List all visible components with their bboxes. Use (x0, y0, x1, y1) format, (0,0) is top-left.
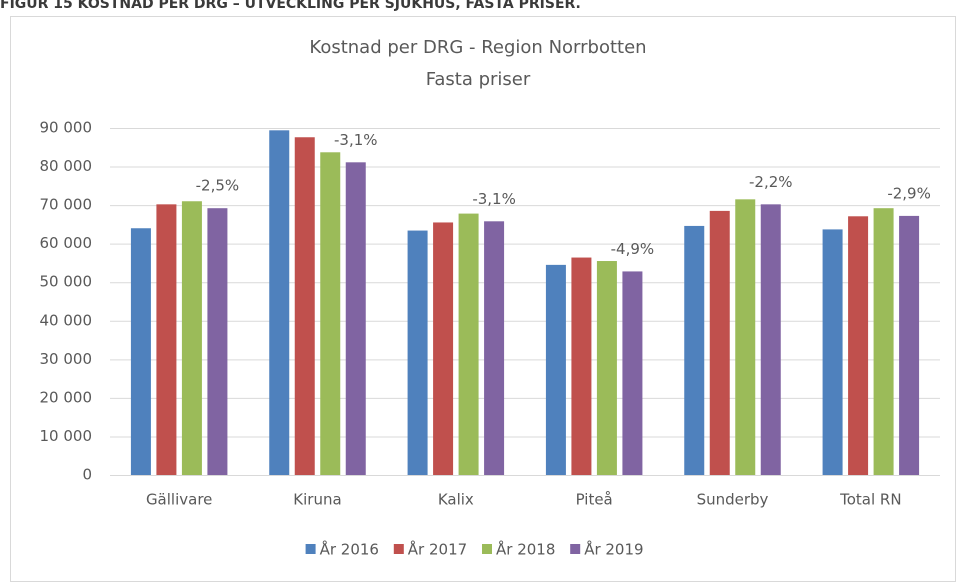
y-tick-label: 30 000 (40, 350, 93, 368)
y-tick-label: 40 000 (40, 311, 93, 329)
bar (709, 210, 730, 475)
bar (545, 264, 566, 475)
bar (294, 137, 315, 475)
y-tick-label: 10 000 (40, 427, 93, 445)
annotation: -2,5% (196, 177, 240, 195)
chart-title: Kostnad per DRG - Region Norrbotten (309, 37, 646, 58)
bar (735, 199, 756, 476)
bar (458, 213, 479, 476)
y-tick-label: 0 (82, 466, 92, 484)
legend-label: År 2017 (408, 540, 467, 559)
x-tick-label: Total RN (839, 491, 901, 509)
bar (848, 216, 869, 475)
annotation: -4,9% (611, 240, 655, 258)
bar (684, 225, 705, 475)
bar (622, 271, 643, 475)
x-tick-label: Gällivare (146, 491, 212, 509)
annotation: -2,9% (887, 184, 931, 202)
legend-swatch (482, 544, 492, 554)
bar (822, 229, 843, 475)
annotation: -3,1% (334, 131, 378, 149)
annotation: -2,2% (749, 173, 793, 191)
legend-swatch (305, 544, 316, 554)
bar (760, 204, 781, 475)
x-tick-label: Sunderby (697, 491, 769, 509)
bar (156, 204, 177, 475)
x-tick-label: Piteå (576, 491, 613, 509)
y-tick-label: 80 000 (40, 157, 93, 175)
bar (596, 261, 617, 475)
x-tick-label: Kalix (438, 491, 474, 509)
bar (345, 162, 366, 475)
bar (269, 130, 290, 475)
bar (873, 208, 894, 475)
y-tick-label: 70 000 (40, 196, 93, 214)
bar (899, 215, 920, 475)
bar (207, 208, 228, 475)
y-tick-label: 60 000 (40, 234, 93, 252)
bar (407, 230, 428, 475)
y-tick-label: 20 000 (40, 388, 93, 406)
figure-caption: FIGUR 15 KOSTNAD PER DRG – UTVECKLING PE… (0, 0, 581, 12)
bar (484, 221, 505, 475)
legend-swatch (570, 544, 581, 554)
y-tick-label: 90 000 (40, 119, 93, 137)
bar (130, 228, 151, 475)
annotation: -3,1% (472, 190, 516, 208)
legend-label: År 2019 (584, 540, 643, 559)
bar (433, 222, 454, 475)
legend-swatch (393, 544, 404, 554)
bar (571, 257, 592, 475)
legend-label: År 2016 (320, 540, 379, 559)
bar (181, 201, 202, 475)
x-tick-label: Kiruna (293, 491, 341, 509)
y-tick-label: 50 000 (40, 273, 93, 291)
legend-label: År 2018 (496, 540, 555, 559)
bar (320, 152, 341, 476)
chart-subtitle: Fasta priser (426, 69, 531, 90)
